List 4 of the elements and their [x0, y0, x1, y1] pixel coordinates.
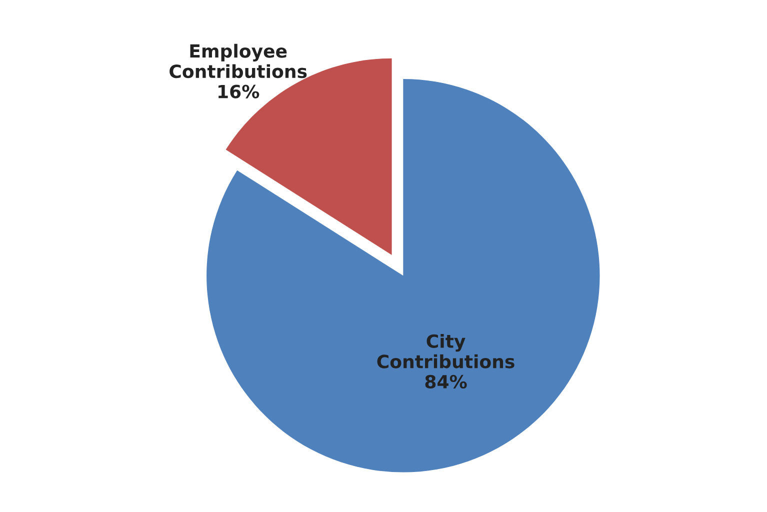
data-label: 16%	[218, 84, 260, 98]
data-label: 84%	[425, 374, 467, 389]
slice-label: Employee Contributions	[170, 44, 307, 78]
slice-label: City Contributions	[377, 334, 514, 368]
